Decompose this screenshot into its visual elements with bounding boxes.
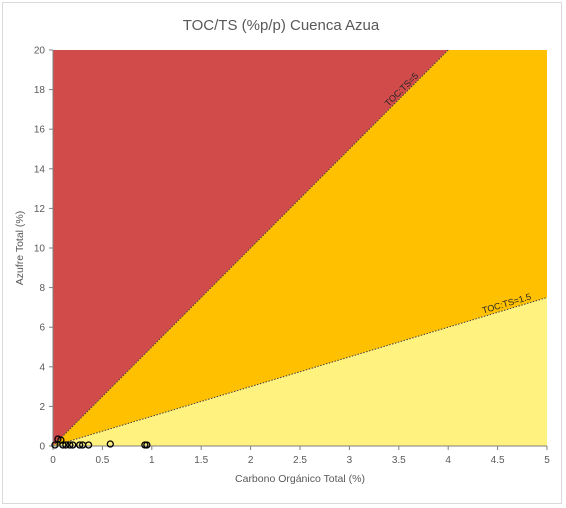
region-mid bbox=[53, 50, 547, 446]
x-tick-label: 4.5 bbox=[491, 455, 505, 466]
reference-line-toc-ts-1-5 bbox=[52, 297, 548, 447]
y-tick-label: 12 bbox=[34, 204, 46, 215]
data-point bbox=[84, 441, 93, 449]
x-tick-label: 5 bbox=[544, 455, 550, 466]
plot-regions bbox=[53, 50, 547, 446]
x-tick-label: 1 bbox=[149, 455, 155, 466]
y-tick-label: 14 bbox=[34, 164, 46, 175]
y-tick-label: 18 bbox=[34, 85, 46, 96]
reference-line-toc-ts-5 bbox=[52, 49, 449, 447]
data-point bbox=[62, 441, 70, 449]
data-point bbox=[143, 441, 151, 449]
y-tick-labels: 0 2 4 6 8 10 12 14 16 18 20 bbox=[34, 46, 53, 453]
region-low-sulfur bbox=[53, 297, 547, 446]
y-axis-title: Azufre Total (%) bbox=[14, 211, 26, 286]
y-tick-label: 10 bbox=[34, 244, 46, 255]
y-tick-label: 16 bbox=[34, 125, 46, 136]
x-tick-label: 2.5 bbox=[293, 455, 307, 466]
chart-title: TOC/TS (%p/p) Cuenca Azua bbox=[183, 17, 380, 34]
y-tick-label: 6 bbox=[39, 323, 45, 334]
y-tick-label: 20 bbox=[34, 46, 46, 57]
data-points bbox=[51, 435, 151, 449]
data-point bbox=[59, 441, 67, 449]
x-tick-label: 3.5 bbox=[392, 455, 406, 466]
data-point bbox=[76, 441, 84, 449]
y-tick-label: 4 bbox=[39, 362, 45, 373]
y-tick-label: 8 bbox=[39, 283, 45, 294]
x-tick-label: 0.5 bbox=[95, 455, 109, 466]
y-tick-label: 0 bbox=[39, 442, 45, 453]
x-tick-labels: 0 0.5 1 1.5 2 2.5 3 3.5 4 4.5 5 bbox=[50, 446, 550, 466]
data-point bbox=[51, 441, 59, 449]
x-tick-label: 3 bbox=[347, 455, 353, 466]
x-tick-label: 4 bbox=[445, 455, 451, 466]
data-point bbox=[106, 440, 114, 448]
x-axis-title: Carbono Orgánico Total (%) bbox=[235, 473, 365, 485]
x-tick-label: 0 bbox=[50, 455, 56, 466]
x-tick-label: 1.5 bbox=[194, 455, 208, 466]
y-tick-label: 2 bbox=[39, 402, 45, 413]
data-point bbox=[69, 441, 77, 449]
x-tick-label: 2 bbox=[248, 455, 254, 466]
data-point bbox=[66, 441, 74, 449]
